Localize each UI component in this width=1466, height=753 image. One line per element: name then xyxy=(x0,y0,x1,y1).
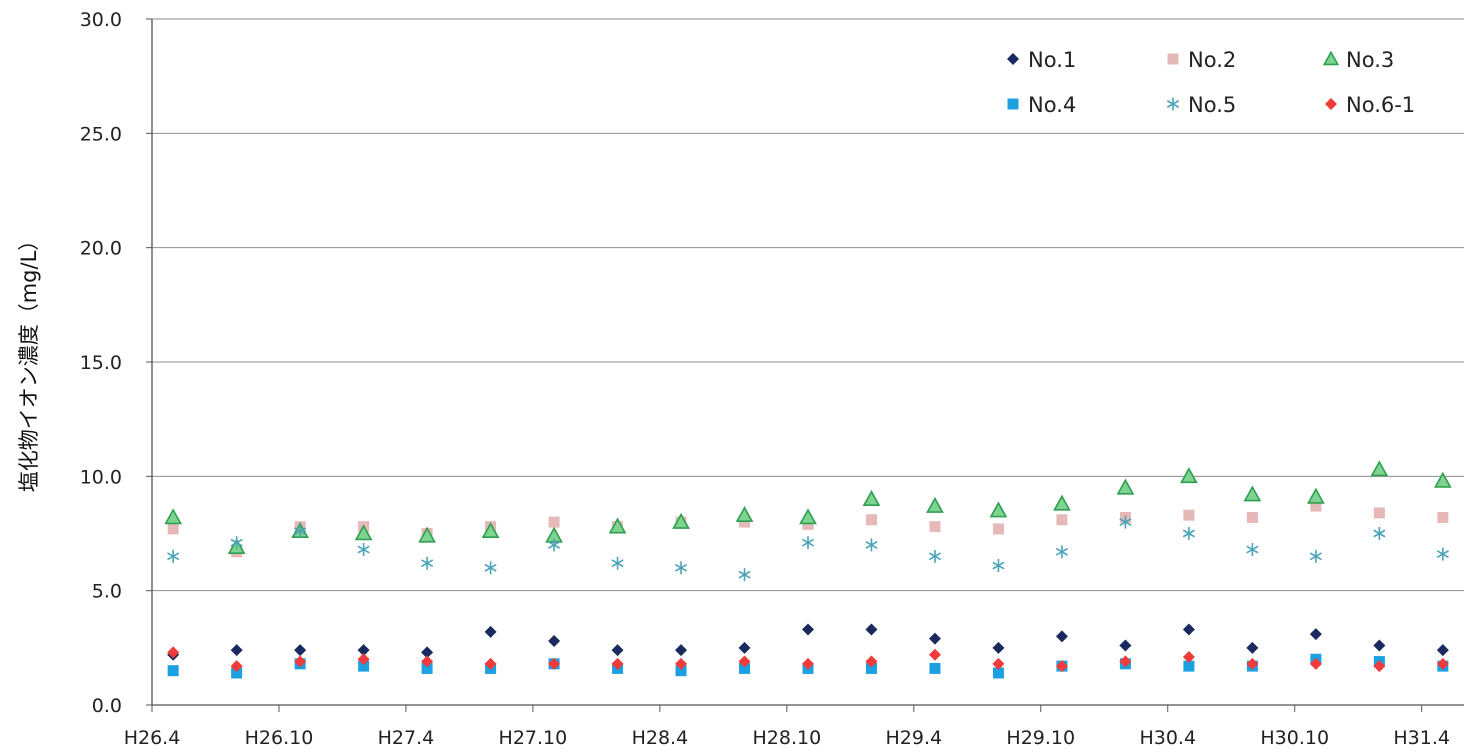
legend-marker-no-5 xyxy=(1167,98,1178,111)
legend-label-no-4: No.4 xyxy=(1028,93,1076,117)
point-no-3 xyxy=(801,510,816,524)
point-no-3 xyxy=(166,510,181,524)
point-no-1 xyxy=(548,635,560,647)
point-no-3 xyxy=(1435,473,1450,487)
x-tick-label: H26.10 xyxy=(245,727,314,749)
point-no-1 xyxy=(739,642,751,654)
y-tick-label: 30.0 xyxy=(80,9,122,31)
x-tick-label: H30.10 xyxy=(1260,727,1329,749)
point-no-3 xyxy=(991,503,1006,517)
point-no-1 xyxy=(294,644,306,656)
legend-marker-no-4 xyxy=(1008,99,1019,110)
point-no-5 xyxy=(1310,550,1321,563)
point-no-3 xyxy=(737,508,752,522)
point-no-1 xyxy=(865,624,877,636)
point-no-1 xyxy=(1056,630,1068,642)
x-tick-label: H27.10 xyxy=(499,727,568,749)
point-no-5 xyxy=(675,561,686,574)
point-no-1 xyxy=(992,642,1004,654)
point-no-5 xyxy=(1374,527,1385,540)
x-tick-label: H29.10 xyxy=(1006,727,1075,749)
y-tick-label: 15.0 xyxy=(80,352,122,374)
point-no-1 xyxy=(1310,628,1322,640)
point-no-2 xyxy=(549,517,560,528)
point-no-5 xyxy=(929,550,940,563)
point-no-5 xyxy=(1183,527,1194,540)
point-no-5 xyxy=(1247,543,1258,556)
point-no-1 xyxy=(802,624,814,636)
point-no-3 xyxy=(1245,487,1260,501)
legend-marker-no-1 xyxy=(1007,53,1019,65)
x-tick-label: H30.4 xyxy=(1139,727,1196,749)
point-no-5 xyxy=(358,543,369,556)
legend-label-no-3: No.3 xyxy=(1346,48,1394,72)
tick-labels: 0.0 5.0 10.0 15.0 20.0 25.0 30.0 H26.4 H26.10 H27… xyxy=(80,9,1450,749)
point-no-3 xyxy=(1118,480,1133,494)
point-no-1 xyxy=(1437,644,1449,656)
point-no-5 xyxy=(421,557,432,570)
point-no-3 xyxy=(864,492,879,506)
point-no-2 xyxy=(1437,512,1448,523)
point-no-2 xyxy=(993,523,1004,534)
point-no-1 xyxy=(1183,624,1195,636)
point-no-3 xyxy=(1181,469,1196,483)
point-no-3 xyxy=(1308,489,1323,503)
point-no-5 xyxy=(485,561,496,574)
x-tick-label: H29.4 xyxy=(886,727,943,749)
legend-label-no-2: No.2 xyxy=(1188,48,1236,72)
x-tick-label: H26.4 xyxy=(124,727,181,749)
point-no-5 xyxy=(739,568,750,581)
data-points xyxy=(166,462,1451,679)
point-no-5 xyxy=(1056,545,1067,558)
legend-label-no-6-1: No.6-1 xyxy=(1346,93,1415,117)
point-no-2 xyxy=(1056,514,1067,525)
point-no-1 xyxy=(929,633,941,645)
legend: No.1 No.2 No.3 No.4 No.5 No.6-1 xyxy=(1007,48,1415,117)
point-no-2 xyxy=(168,523,179,534)
y-tick-label: 5.0 xyxy=(92,581,122,603)
y-tick-label: 10.0 xyxy=(80,466,122,488)
point-no-2 xyxy=(1374,507,1385,518)
point-no-4 xyxy=(929,663,940,674)
point-no-5 xyxy=(866,538,877,551)
point-no-1 xyxy=(675,644,687,656)
point-no-5 xyxy=(1437,548,1448,561)
point-no-1 xyxy=(1246,642,1258,654)
point-no-4 xyxy=(168,665,179,676)
point-no-1 xyxy=(1119,640,1131,652)
point-no-2 xyxy=(1247,512,1258,523)
point-no-2 xyxy=(1183,510,1194,521)
point-no-5 xyxy=(168,550,179,563)
point-no-3 xyxy=(927,499,942,513)
point-no-6-1 xyxy=(929,649,941,661)
y-tick-label: 0.0 xyxy=(92,695,122,717)
point-no-1 xyxy=(231,644,243,656)
legend-marker-no-2 xyxy=(1168,54,1179,65)
y-tick-label: 25.0 xyxy=(80,123,122,145)
legend-marker-no-3 xyxy=(1324,52,1338,64)
x-tick-label: H28.4 xyxy=(632,727,689,749)
point-no-3 xyxy=(1054,496,1069,510)
point-no-1 xyxy=(612,644,624,656)
point-no-6-1 xyxy=(167,646,179,658)
y-tick-label: 20.0 xyxy=(80,238,122,260)
legend-label-no-5: No.5 xyxy=(1188,93,1236,117)
legend-label-no-1: No.1 xyxy=(1028,48,1076,72)
point-no-3 xyxy=(1372,462,1387,476)
gridlines xyxy=(152,19,1464,591)
x-tick-label: H27.4 xyxy=(378,727,435,749)
point-no-2 xyxy=(866,514,877,525)
point-no-5 xyxy=(612,557,623,570)
point-no-5 xyxy=(993,559,1004,572)
point-no-5 xyxy=(802,536,813,549)
axes xyxy=(146,19,1464,712)
x-tick-label: H31.4 xyxy=(1393,727,1450,749)
y-axis-title: 塩化物イオン濃度（mg/L） xyxy=(17,230,41,493)
point-no-1 xyxy=(1373,640,1385,652)
point-no-2 xyxy=(929,521,940,532)
point-no-1 xyxy=(485,626,497,638)
legend-marker-no-6-1 xyxy=(1325,98,1337,110)
x-tick-label: H28.10 xyxy=(752,727,821,749)
